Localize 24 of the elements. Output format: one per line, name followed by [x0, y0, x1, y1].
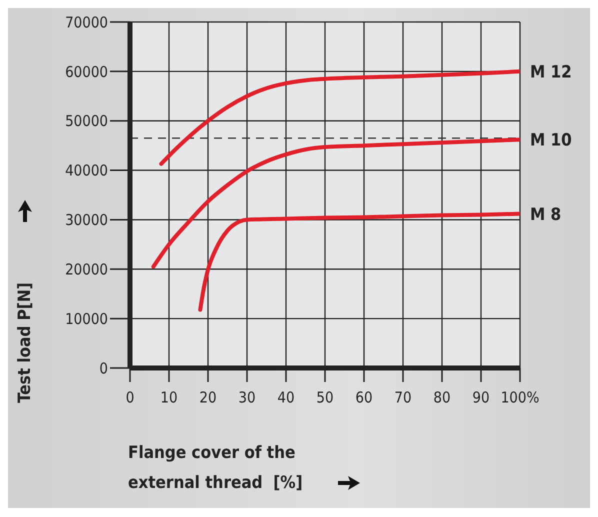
x-tick-label: 30: [238, 388, 256, 407]
x-tick-label: 70: [394, 388, 412, 407]
y-tick-label: 20000: [65, 260, 108, 278]
y-axis-title: Test load P[N]: [14, 282, 36, 403]
x-tick-label: 0: [126, 388, 134, 407]
x-tick-label: 20: [199, 388, 217, 407]
series-label: M 12: [530, 62, 572, 82]
y-tick-label: 60000: [65, 62, 108, 81]
y-tick-label: 0: [99, 359, 108, 378]
series-label: M 10: [530, 130, 572, 151]
x-tick-label: 80: [433, 388, 451, 407]
x-tick-label: 100%: [500, 388, 540, 407]
series-label: M 8: [530, 204, 562, 225]
y-tick-label: 70000: [65, 13, 108, 32]
x-tick-label: 50: [316, 388, 334, 407]
x-tick-label: 90: [472, 388, 490, 407]
x-axis-title: Flange cover of the external thread [%]: [128, 442, 303, 495]
y-tick-label: 10000: [65, 310, 108, 328]
x-tick-label: 60: [355, 388, 373, 407]
x-tick-label: 10: [160, 388, 178, 407]
x-tick-label: 40: [277, 388, 295, 407]
y-tick-label: 30000: [65, 211, 108, 230]
y-tick-label: 50000: [65, 112, 108, 130]
y-tick-label: 40000: [65, 162, 108, 180]
